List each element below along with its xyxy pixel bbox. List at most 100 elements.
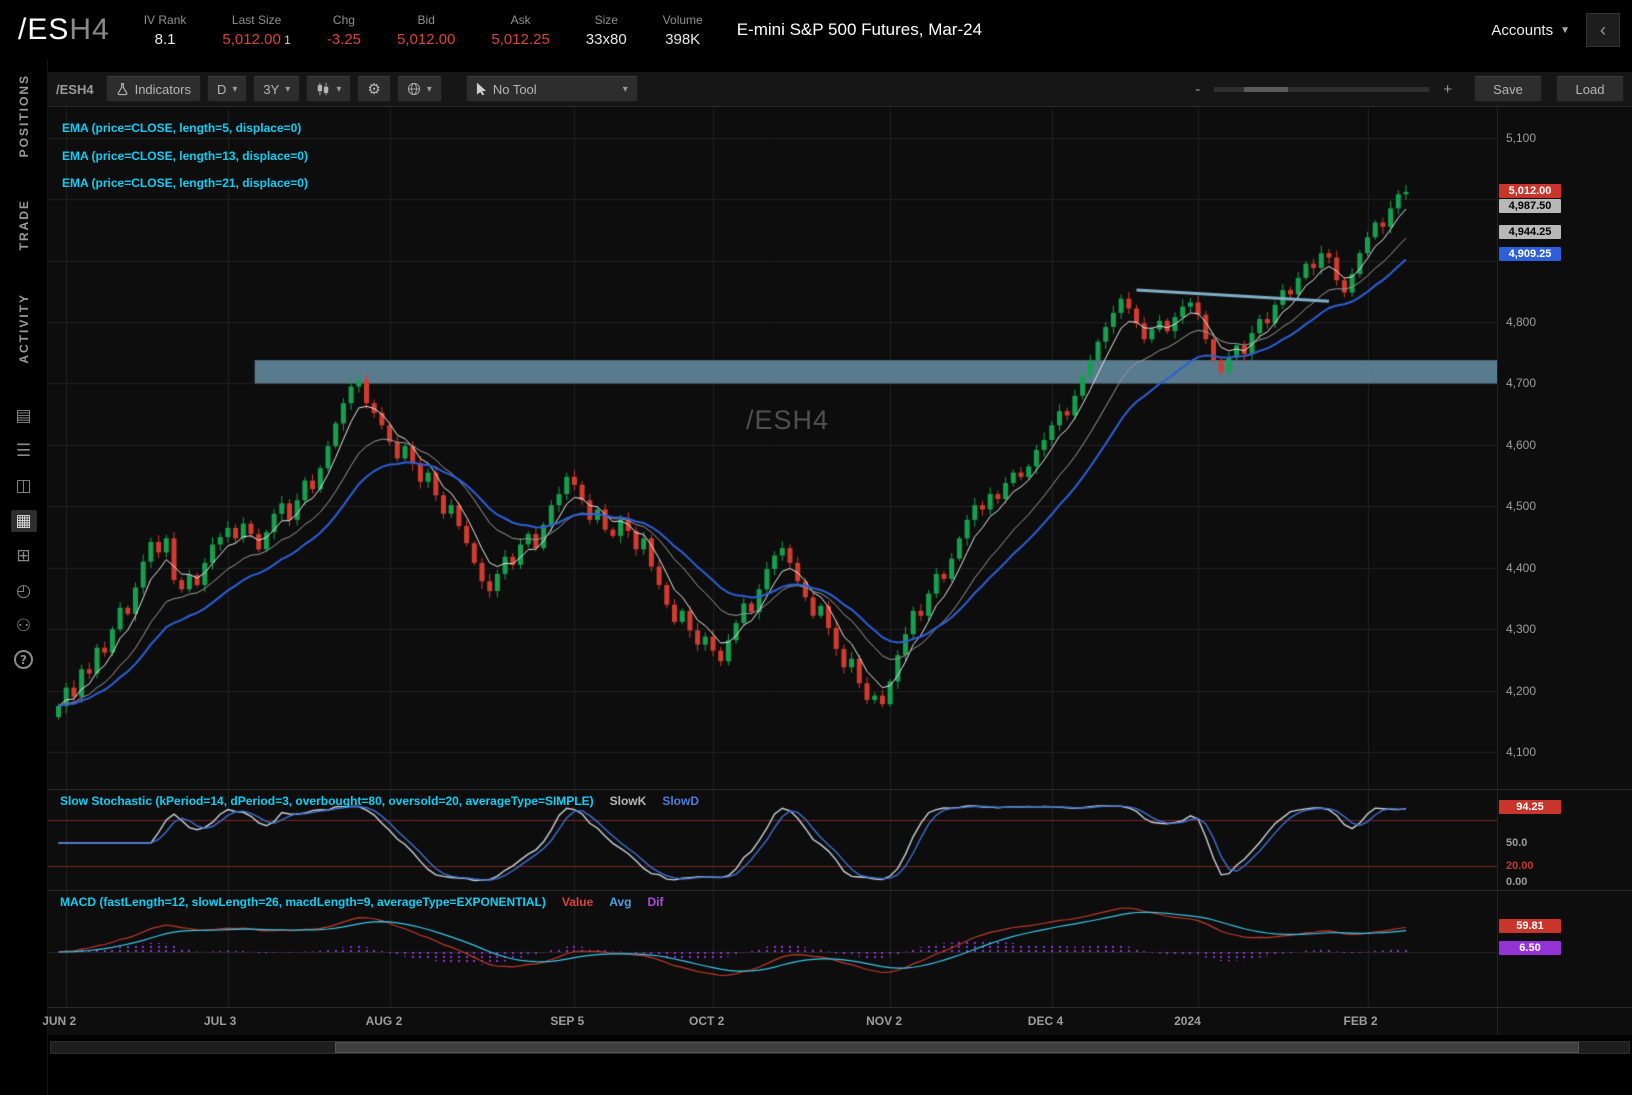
stochastic-canvas[interactable]	[48, 790, 1497, 890]
price-tick-label: 4,500	[1506, 499, 1537, 514]
sidebar-tab-trade[interactable]: TRADE	[16, 199, 31, 251]
clock-icon[interactable]: ◴	[16, 581, 31, 602]
chevron-down-icon: ▾	[426, 83, 432, 95]
save-button[interactable]: Save	[1474, 76, 1542, 102]
chart-toolbar: /ESH4 Indicators D ▾ 3Y ▾ ▾ ⚙ ▾	[48, 72, 1632, 107]
header-field-value: -3.25	[326, 30, 362, 48]
sidebar-tab-positions[interactable]: POSITIONS	[16, 74, 31, 158]
macd-value-label: Value	[561, 895, 594, 909]
zoom-in-button[interactable]: +	[1443, 80, 1452, 98]
price-tick-label: 4,200	[1506, 683, 1537, 698]
macd-canvas[interactable]	[48, 891, 1497, 1007]
stochastic-title[interactable]: Slow Stochastic (kPeriod=14, dPeriod=3, …	[60, 794, 594, 808]
chart-icon[interactable]: ▦	[10, 510, 37, 533]
watchlist-icon[interactable]: ☰	[15, 441, 32, 462]
time-tick-label: JUL 3	[203, 1014, 237, 1028]
zoom-slider[interactable]	[1214, 86, 1430, 92]
price-badge: 5,012.00	[1499, 183, 1561, 198]
macd-title[interactable]: MACD (fastLength=12, slowLength=26, macd…	[60, 895, 546, 909]
monitor-icon[interactable]: ◫	[15, 476, 32, 497]
header-field-label: Ask	[510, 12, 531, 27]
axis-corner	[1497, 1008, 1632, 1035]
sidebar-tab-activity[interactable]: ACTIVITY	[16, 292, 31, 364]
sidebar-icons: ▤ ☰ ◫ ▦ ⊞ ◴ ⚇?	[10, 405, 37, 670]
time-tick-label: NOV 2	[866, 1014, 903, 1028]
people-icon[interactable]: ⚇	[15, 616, 32, 637]
header-field-last-size: Last Size 5,012.00 1	[222, 13, 290, 48]
ema21-legend[interactable]: EMA (price=CLOSE, length=21, displace=0)	[62, 176, 308, 190]
header-fields: IV Rank 8.1 Last Size 5,012.00 1 Chg -3.25 Bid…	[144, 13, 703, 48]
time-tick-label: FEB 2	[1343, 1014, 1378, 1028]
header: /ESH4 IV Rank 8.1 Last Size 5,012.00 1 Chg -3…	[0, 0, 1632, 60]
stochastic-legend: Slow Stochastic (kPeriod=14, dPeriod=3, …	[60, 794, 699, 808]
accounts-menu[interactable]: Accounts ▼	[1491, 22, 1570, 39]
macd-panel: MACD (fastLength=12, slowLength=26, macd…	[48, 890, 1632, 1007]
header-field-value: 33x80	[585, 30, 627, 48]
instrument-description: E-mini S&P 500 Futures, Mar-24	[736, 20, 983, 39]
macd-plot: MACD (fastLength=12, slowLength=26, macd…	[48, 891, 1497, 1007]
toolbar-symbol: /ESH4	[56, 81, 94, 97]
range-value: 3Y	[263, 81, 280, 97]
time-tick-label: OCT 2	[689, 1014, 725, 1028]
zoom-slider-thumb[interactable]	[1244, 86, 1289, 92]
stochastic-plot: Slow Stochastic (kPeriod=14, dPeriod=3, …	[48, 790, 1497, 890]
stochastic-tick-label: 0.00	[1506, 876, 1528, 888]
header-field-value: 5,012.00	[397, 30, 456, 48]
price-badge: 4,944.25	[1499, 225, 1561, 240]
price-plot: EMA (price=CLOSE, length=5, displace=0) …	[48, 107, 1497, 789]
calculator-icon[interactable]: ▤	[15, 406, 32, 427]
load-button[interactable]: Load	[1556, 76, 1624, 102]
price-tick-label: 4,100	[1506, 745, 1537, 760]
candlestick-chart-icon	[316, 82, 330, 96]
ema5-legend[interactable]: EMA (price=CLOSE, length=5, displace=0)	[62, 121, 302, 135]
symbol-suffix: H4	[69, 13, 110, 46]
chevron-down-icon: ▾	[285, 83, 291, 95]
stochastic-axis: 94.25 50.0 20.00 0.00	[1497, 790, 1632, 890]
scrollbar-row	[48, 1037, 1632, 1059]
timeframe-dropdown[interactable]: D ▾	[206, 76, 248, 102]
symbol-title: /ESH4	[18, 13, 110, 47]
ema13-legend[interactable]: EMA (price=CLOSE, length=13, displace=0)	[62, 148, 308, 163]
grid-layout-dropdown[interactable]: ▾	[396, 76, 442, 102]
collapse-panel-button[interactable]: ‹	[1586, 13, 1620, 47]
zoom-out-button[interactable]: -	[1195, 80, 1201, 98]
macd-avg-label: Avg	[609, 895, 632, 909]
time-tick-label: JUN 2	[42, 1014, 77, 1028]
price-badge: 4,987.50	[1499, 198, 1561, 213]
no-tool-label: No Tool	[492, 81, 537, 97]
time-tick-label: 2024	[1174, 1014, 1201, 1028]
stochastic-tick-label: 20.00	[1506, 860, 1534, 873]
chart-scrollbar-thumb[interactable]	[335, 1042, 1579, 1053]
header-field-value: 5,012.25	[491, 30, 550, 48]
chart-settings-button[interactable]: ⚙	[357, 76, 391, 102]
sidebar: POSITIONS TRADE ACTIVITY ▤ ☰ ◫ ▦ ⊞ ◴ ⚇?	[0, 60, 48, 1095]
header-field-label: Chg	[332, 12, 355, 27]
grid-layout-icon[interactable]: ⊞	[16, 546, 31, 567]
price-axis[interactable]: 5,100 4,800 4,700 4,600 4,500 4,400 4,300 4,200…	[1497, 107, 1632, 789]
chart-scrollbar[interactable]	[50, 1041, 1630, 1054]
time-tick-label: AUG 2	[365, 1014, 403, 1028]
header-field-label: IV Rank	[143, 12, 187, 27]
price-tick-label: 4,600	[1506, 437, 1537, 452]
macd-value-badge: 59.81	[1499, 919, 1561, 934]
chart-column: /ESH4 Indicators D ▾ 3Y ▾ ▾ ⚙ ▾	[42, 60, 1632, 1095]
main-row: POSITIONS TRADE ACTIVITY ▤ ☰ ◫ ▦ ⊞ ◴ ⚇? /ESH4 In…	[0, 60, 1632, 1095]
price-tick-label: 4,800	[1506, 315, 1537, 330]
chart-style-dropdown[interactable]: ▾	[306, 76, 352, 102]
header-field-label: Bid	[417, 12, 435, 27]
timeframe-value: D	[216, 81, 227, 97]
gear-icon: ⚙	[367, 80, 381, 98]
stochastic-tick-label: 50.0	[1506, 837, 1528, 849]
indicators-button[interactable]: Indicators	[105, 76, 201, 102]
macd-dif-label: Dif	[647, 895, 664, 909]
help-icon[interactable]: ?	[14, 650, 33, 670]
range-dropdown[interactable]: 3Y ▾	[253, 76, 301, 102]
macd-legend: MACD (fastLength=12, slowLength=26, macd…	[60, 895, 663, 909]
main-chart-canvas[interactable]	[48, 107, 1497, 789]
symbol-root: /ES	[18, 13, 70, 46]
chart-watermark: /ESH4	[746, 405, 830, 435]
globe-grid-icon	[407, 82, 421, 96]
stochastic-value-badge: 94.25	[1499, 800, 1561, 815]
header-field-label: Volume	[662, 12, 703, 27]
drawing-tool-dropdown[interactable]: No Tool ▾	[465, 76, 638, 102]
